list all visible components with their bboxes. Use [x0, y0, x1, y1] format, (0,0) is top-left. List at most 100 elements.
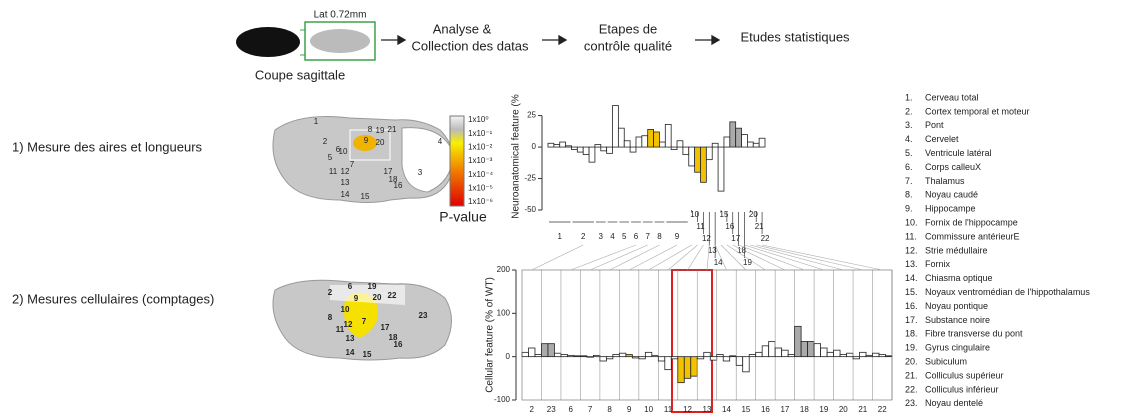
bar	[547, 343, 555, 358]
region-number: 3	[418, 168, 423, 177]
plot-frame	[521, 269, 893, 401]
bar	[787, 354, 796, 358]
bar	[605, 356, 614, 360]
region-number: 15	[361, 192, 370, 201]
bar	[659, 141, 666, 148]
connector	[531, 244, 584, 271]
y-axis-label: Cellular feature (% of WT)	[485, 277, 496, 393]
bar	[690, 356, 698, 377]
connector	[667, 244, 698, 271]
bar	[820, 347, 828, 358]
region-number: 10	[339, 147, 348, 156]
bar	[872, 352, 880, 358]
colorbar-tick: 1x10⁰	[468, 115, 489, 124]
bar	[705, 146, 713, 161]
legend-name: Strie médullaire	[925, 245, 988, 255]
bar	[826, 351, 834, 358]
region-number: 20	[373, 293, 382, 302]
bar	[741, 134, 748, 148]
group-label: 20	[839, 405, 848, 414]
bar	[521, 351, 529, 358]
connector	[732, 244, 786, 271]
colorbar-tick: 1x10⁻⁶	[468, 197, 493, 206]
connector	[687, 244, 704, 271]
bar	[700, 146, 707, 183]
bar	[635, 136, 643, 148]
bar	[580, 355, 588, 358]
region-number: 14	[341, 190, 350, 199]
legend-number: 1.	[905, 92, 913, 102]
group-label: 15	[741, 405, 750, 414]
bar	[582, 146, 590, 156]
bar	[541, 343, 549, 358]
connector	[648, 244, 692, 271]
bar	[629, 146, 637, 153]
colorbar-tick: 1x10⁻²	[468, 142, 493, 151]
group-label: 20	[749, 210, 758, 219]
connector	[726, 244, 766, 271]
connector	[628, 244, 678, 271]
bar	[664, 356, 672, 371]
bar	[768, 341, 776, 358]
legend-name: Hippocampe	[925, 204, 976, 214]
region-number: 23	[419, 311, 428, 320]
region-number: 8	[368, 125, 373, 134]
legend-number: 20.	[905, 356, 918, 366]
legend-number: 18.	[905, 329, 918, 339]
region-number: 19	[368, 282, 377, 291]
bar	[694, 146, 701, 173]
bar	[664, 124, 672, 148]
bar	[631, 356, 640, 359]
group-label: 23	[547, 405, 556, 414]
bar	[553, 144, 561, 148]
bar	[735, 356, 744, 366]
region-number: 12	[341, 167, 350, 176]
legend-name: Noyaux ventromédian de l'hippothalamus	[925, 287, 1090, 297]
legend-number: 22.	[905, 384, 918, 394]
bar	[752, 142, 760, 148]
region-number: 8	[328, 313, 333, 322]
group-label: 4	[610, 232, 615, 241]
legend-name: Pont	[925, 120, 944, 130]
group-label: 2	[530, 405, 535, 414]
bar	[670, 146, 678, 150]
group-label: 21	[755, 222, 764, 231]
bar	[653, 131, 660, 148]
bar	[560, 354, 568, 358]
bar	[612, 105, 619, 148]
bar	[717, 146, 725, 192]
legend-name: Substance noire	[925, 315, 990, 325]
legend-number: 6.	[905, 162, 913, 172]
legend-number: 23.	[905, 398, 918, 408]
region-number: 19	[376, 126, 385, 135]
region-number: 17	[384, 167, 393, 176]
region-number: 18	[389, 333, 398, 342]
bar	[599, 356, 607, 362]
legend-name: Noyau pontique	[925, 301, 988, 311]
y-tick-label: 25	[527, 111, 536, 120]
section-title: 2) Mesures cellulaires (comptages)	[12, 291, 214, 306]
connector	[756, 244, 863, 271]
group-label: 10	[644, 405, 653, 414]
bar	[703, 351, 711, 358]
bar	[677, 356, 685, 384]
connector	[750, 244, 844, 271]
y-tick-label: -100	[494, 395, 511, 404]
connector	[720, 244, 747, 271]
colorbar-tick: 1x10⁻⁴	[468, 170, 494, 179]
region-number: 17	[381, 323, 390, 332]
region-number: 4	[438, 137, 443, 146]
legend-number: 3.	[905, 120, 913, 130]
plot-frame	[548, 103, 765, 210]
brain-icon	[236, 27, 300, 57]
bar	[729, 121, 737, 148]
group-label: 9	[627, 405, 632, 414]
region-number: 5	[328, 153, 333, 162]
bar	[588, 146, 596, 163]
group-label: 16	[725, 222, 734, 231]
y-tick-label: -50	[524, 205, 536, 214]
bar	[606, 146, 613, 154]
region-number: 22	[388, 291, 397, 300]
bar	[647, 129, 654, 148]
group-label: 14	[714, 258, 723, 267]
